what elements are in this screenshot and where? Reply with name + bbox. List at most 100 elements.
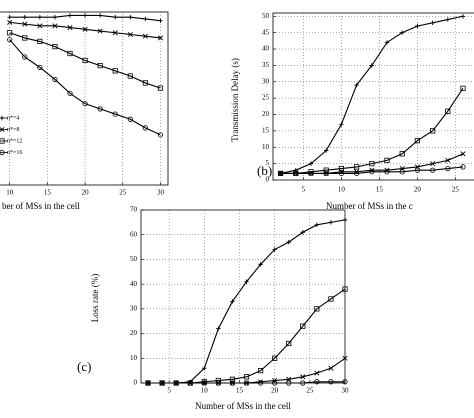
marker [460,164,466,170]
marker [187,380,193,386]
marker [243,380,250,386]
x-tick-label: 25 [119,189,127,197]
marker [112,30,118,36]
y-tick-label: 60 [130,230,138,238]
x-axis-label: Number of MSs in the cell [195,401,291,411]
marker [112,111,118,117]
marker [300,230,305,235]
marker [67,25,73,31]
y-tick-label: 40 [130,280,138,288]
series-line [280,166,464,175]
marker [354,82,359,88]
marker [7,30,13,36]
marker [52,23,58,29]
y-tick-label: 20 [130,329,138,337]
marker [314,370,320,376]
marker [384,157,390,163]
marker [229,376,236,382]
marker [338,170,344,177]
marker [353,164,360,170]
marker [369,161,375,167]
marker [142,80,148,86]
marker [338,165,345,172]
y-tick-label: 10 [130,354,138,362]
marker [293,170,299,177]
marker [158,18,163,23]
marker [430,20,435,26]
marker [430,161,436,167]
marker [244,279,249,284]
marker [97,106,103,112]
marker [52,44,58,50]
marker [97,63,103,69]
marker [328,296,334,302]
marker [37,64,43,70]
marker [229,380,236,386]
marker [258,262,263,267]
marker [286,239,291,245]
marker [215,380,221,386]
marker [257,380,264,386]
marker [22,14,27,20]
y-tick-label: 5 [266,159,270,167]
marker [82,13,88,18]
y-tick-label: 30 [262,77,270,85]
marker [216,326,221,331]
marker [286,380,292,386]
marker [0,115,5,121]
marker [52,14,58,20]
marker [272,247,277,252]
marker [460,151,466,157]
marker [7,37,13,43]
marker [257,368,264,374]
series-line [9,32,161,89]
y-axis-label: Loss rate (%) [90,274,100,322]
marker [353,170,360,177]
marker [157,35,163,41]
marker [399,169,405,175]
marker [300,323,306,329]
marker [22,21,28,27]
marker [429,128,436,134]
marker [112,68,118,74]
marker [0,149,5,156]
x-tick-label: 5 [302,186,306,194]
marker [37,23,43,29]
x-tick-label: 15 [44,189,52,197]
marker [339,122,344,127]
marker [157,132,164,138]
marker [369,63,374,68]
x-tick-label: 20 [414,186,422,194]
marker [127,116,133,122]
marker [314,306,320,312]
x-tick-label: 25 [306,387,314,395]
y-tick-label: 10 [262,143,270,151]
marker [97,13,103,18]
marker [157,85,164,91]
marker [342,355,348,361]
marker [143,16,148,22]
marker [445,17,450,22]
x-tick-label: 25 [452,186,460,194]
marker [113,14,118,20]
y-tick-label: 40 [262,45,270,53]
marker [460,85,466,91]
y-tick-label: 45 [262,28,270,36]
marker [384,169,390,175]
marker [0,138,5,144]
y-tick-label: 25 [262,94,270,102]
marker [286,376,292,382]
x-tick-label: 20 [271,387,279,395]
marker [272,355,278,361]
marker [37,14,43,20]
series-line [148,381,345,384]
marker [145,380,151,386]
y-tick-label: 70 [130,206,138,214]
x-axis-label: ber of MSs in the cell [2,201,80,211]
marker [67,13,73,18]
marker [52,76,58,83]
series-line [280,15,464,174]
marker [82,57,88,64]
marker [243,374,250,380]
marker [128,14,133,20]
